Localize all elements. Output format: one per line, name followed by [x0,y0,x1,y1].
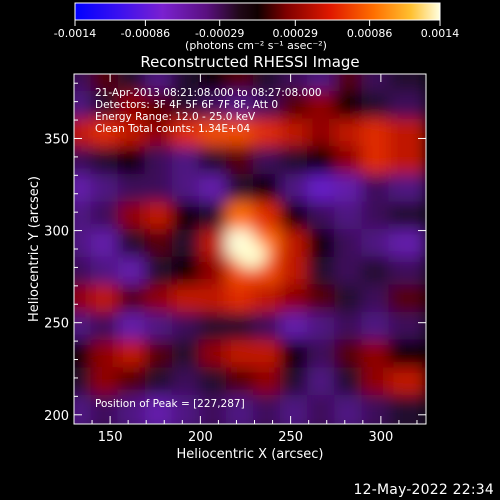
annotation-line: Detectors: 3F 4F 5F 6F 7F 8F, Att 0 [95,99,278,111]
colorbar-tick-label: -0.00029 [195,27,244,40]
footer-timestamp: 12-May-2022 22:34 [353,482,494,498]
x-tick-label: 250 [278,430,303,445]
colorbar-tick-label: -0.00086 [121,27,170,40]
peak-position-label: Position of Peak = [227,287] [95,398,245,410]
heatmap-cell [388,394,426,424]
annotation-line: Energy Range: 12.0 - 25.0 keV [95,111,256,123]
y-tick-label: 200 [44,409,69,424]
y-tick-label: 300 [44,225,69,240]
colorbar: -0.0014 -0.00086 -0.00029 0.00029 0.00086 0.0… [54,2,459,52]
colorbar-tick-label: 0.0014 [421,27,460,40]
y-tick-label: 350 [44,132,69,147]
x-tick-label: 200 [188,430,213,445]
plot-area: 150 200 250 300 200 250 300 350 [44,73,427,445]
x-axis-ticks: 150 200 250 300 [91,74,418,445]
annotation-line: 21-Apr-2013 08:21:08.000 to 08:27:08.000 [95,87,322,99]
colorbar-tick-label: 0.00086 [347,27,393,40]
chart-title: Reconstructed RHESSI Image [140,53,359,71]
y-tick-label: 250 [44,317,69,332]
colorbar-ticks: -0.0014 -0.00086 -0.00029 0.00029 0.00086 0.0… [54,20,459,40]
colorbar-tick-label: -0.0014 [54,27,96,40]
colorbar-unit-label: (photons cm⁻² s⁻¹ asec⁻²) [185,39,327,52]
x-tick-label: 150 [98,430,123,445]
annotation-block: 21-Apr-2013 08:21:08.000 to 08:27:08.000… [95,87,322,135]
heatmap [74,74,426,424]
colorbar-tick-label: 0.00029 [273,27,319,40]
colorbar-gradient [74,2,441,21]
x-axis-label: Heliocentric X (arcsec) [177,447,324,462]
peak-source [234,240,267,269]
y-axis-ticks: 200 250 300 350 [44,82,426,424]
y-axis-label: Heliocentric Y (arcsec) [27,176,42,322]
annotation-line: Clean Total counts: 1.34E+04 [95,123,250,135]
x-tick-label: 300 [368,430,393,445]
